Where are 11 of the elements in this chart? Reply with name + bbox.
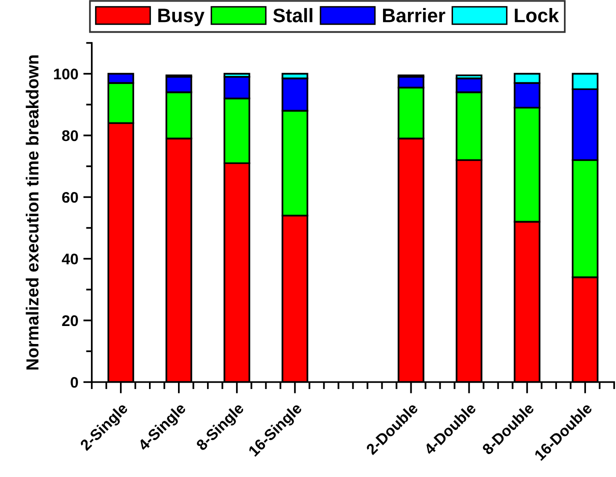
y-tick-label: 0 <box>70 376 78 388</box>
y-axis-title: Normalized execution time breakdown <box>26 55 39 370</box>
y-tick-label: 60 <box>62 192 78 203</box>
legend-label: Barrier <box>383 8 446 22</box>
legend-label: Stall <box>273 8 312 22</box>
y-tick-label: 100 <box>54 68 78 80</box>
y-tick-label: 80 <box>62 130 78 142</box>
y-tick-label: 20 <box>62 315 78 326</box>
y-tick-label: 40 <box>62 254 78 264</box>
legend-label: Lock <box>514 8 559 22</box>
legend-label: Busy <box>158 8 204 26</box>
